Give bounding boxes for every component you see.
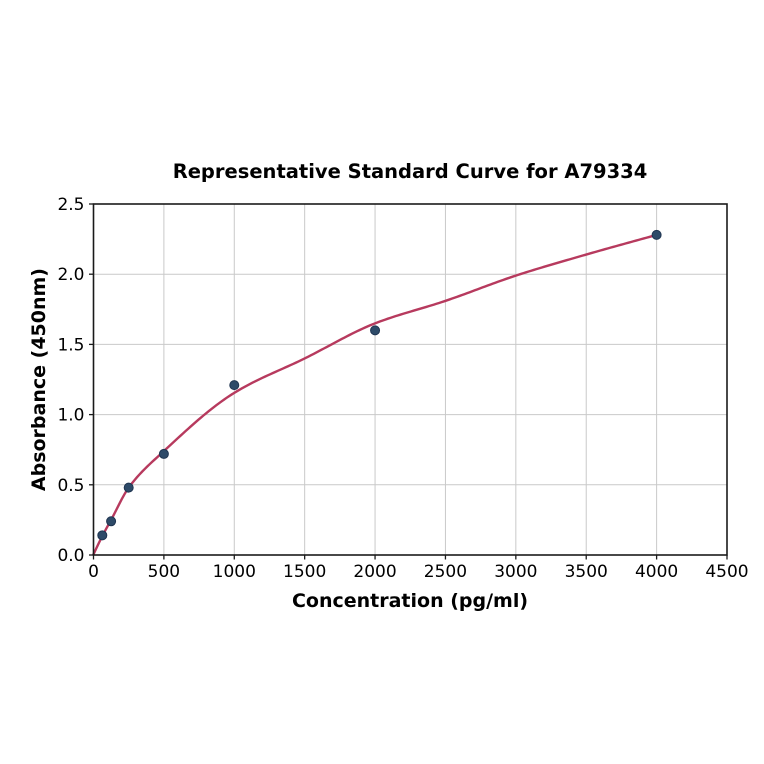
data-point-marker <box>97 530 108 541</box>
data-point-marker <box>158 448 169 459</box>
y-tick-label: 0.5 <box>57 476 84 496</box>
y-axis-label: Absorbance (450nm) <box>28 267 50 492</box>
x-tick-label: 3500 <box>565 562 608 582</box>
x-axis-label: Concentration (pg/ml) <box>291 590 529 612</box>
x-tick-label: 500 <box>148 562 180 582</box>
data-point-marker <box>106 516 117 527</box>
x-tick-label: 4000 <box>635 562 678 582</box>
x-tick-label: 4500 <box>705 562 748 582</box>
x-tick-label: 0 <box>88 562 99 582</box>
y-tick-label: 0.0 <box>57 546 84 566</box>
plot-frame <box>92 203 728 556</box>
fit-curve-line <box>92 233 658 556</box>
x-tick-label: 3000 <box>494 562 537 582</box>
x-tick-label: 2500 <box>424 562 467 582</box>
y-tick-label: 1.0 <box>57 406 84 426</box>
x-tick-label: 1000 <box>213 562 256 582</box>
data-point-marker <box>229 380 240 391</box>
x-tick-label: 1500 <box>283 562 326 582</box>
data-point-marker <box>370 325 381 336</box>
y-tick-label: 2.5 <box>57 195 84 215</box>
x-tick-label: 2000 <box>353 562 396 582</box>
y-tick-label: 2.0 <box>57 265 84 285</box>
data-point-marker <box>651 229 662 240</box>
chart-title: Representative Standard Curve for A79334 <box>172 160 648 183</box>
y-tick-label: 1.5 <box>57 335 84 355</box>
data-point-marker <box>123 482 134 493</box>
y-axis-label-wrap: Absorbance (450nm) <box>22 204 56 555</box>
